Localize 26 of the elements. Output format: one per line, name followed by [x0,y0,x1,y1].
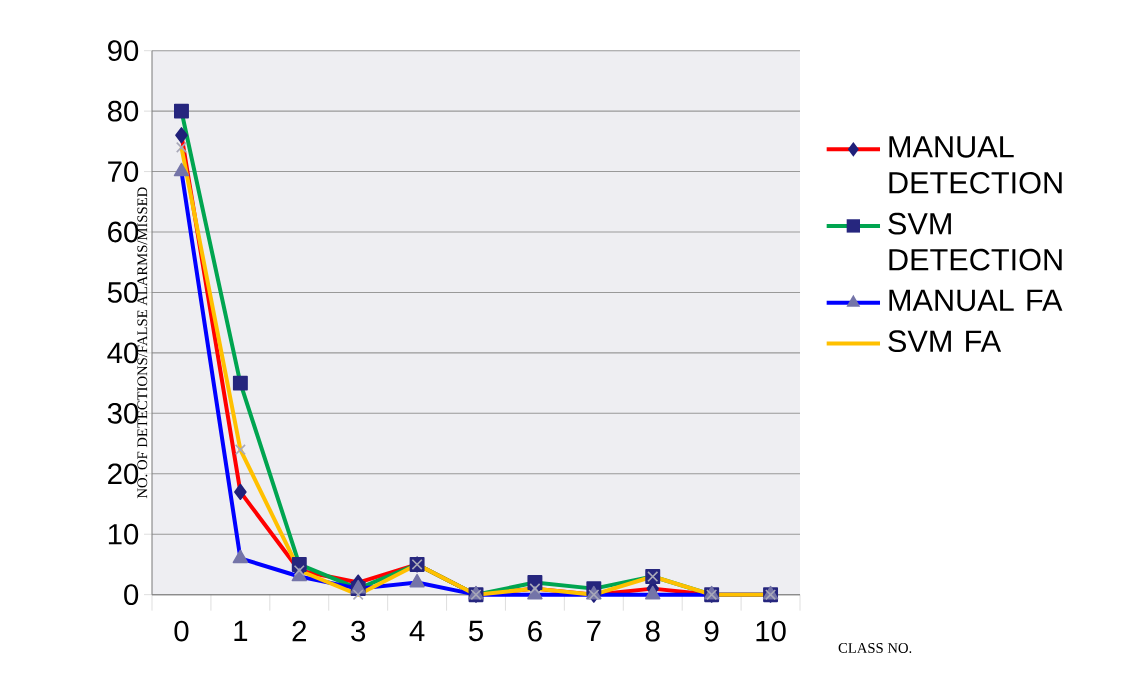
y-tick-label: 20 [108,463,139,485]
x-tick-label: 5 [469,620,483,642]
x-tick-label: 4 [409,620,425,641]
legend-label: SVM FA [888,330,1002,353]
y-tick-label: 50 [107,282,139,303]
y-tick-label: 0 [124,584,139,606]
y-axis-title: NO. OF DETECTIONS/FALSE ALARMS/MISSED [137,187,148,499]
x-tick-label: 6 [528,620,542,642]
legend-label: MANUAL FA [889,289,1063,312]
x-tick-label: 7 [587,620,601,641]
y-tick-label: 40 [107,342,139,364]
y-tick-label: 70 [108,161,139,182]
x-tick-label: 0 [174,620,189,642]
x-tick-label: 1 [234,620,248,641]
x-tick-label: 10 [756,620,786,642]
x-tick-label: 9 [704,620,719,642]
x-axis-title: CLASS NO. [838,643,912,653]
legend-label: SVM DETECTION [888,212,1062,271]
x-tick-label: 3 [351,620,366,642]
legend-label: MANUAL DETECTION [889,136,1062,194]
x-tick-label: 2 [292,620,306,642]
x-tick-label: 8 [645,620,660,642]
y-tick-label: 10 [108,523,139,545]
y-tick-label: 60 [108,221,139,243]
y-tick-label: 80 [107,100,139,122]
y-tick-label: 90 [108,40,139,62]
